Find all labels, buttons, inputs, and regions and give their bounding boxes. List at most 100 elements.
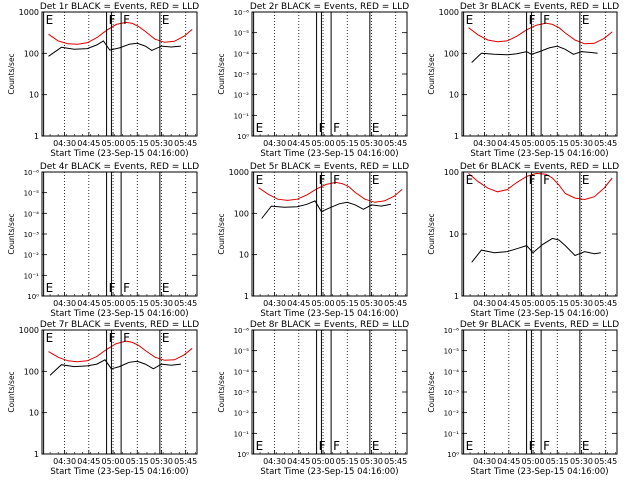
x-tick-label: 05:15 [546,139,569,148]
x-tick-label: 05:00 [312,299,335,308]
chart-title: Det 3r BLACK = Events, RED = LLD [460,2,619,12]
y-tick-label: 1000 [19,8,39,17]
series-line-lld [468,22,613,45]
x-tick-label: 05:30 [570,457,593,466]
y-tick-label: 100 [234,209,249,218]
x-tick-label: 05:15 [126,139,149,148]
y-tick-label: 10⁻³ [234,71,250,79]
x-axis-label: Start Time (23-Sep-15 04:16:00) [260,309,398,319]
chart-panel-8: Det 8r BLACK = Events, RED = LLD 04:30 04:… [217,320,409,477]
y-tick-label: 10⁻⁴ [234,368,250,376]
marker-label: E [582,439,590,453]
x-tick-label: 05:30 [360,139,383,148]
y-tick-label: 10⁻⁶ [444,327,460,335]
marker-label: E [372,121,380,135]
chart-title: Det 5r BLACK = Events, RED = LLD [250,162,409,172]
chart-title: Det 4r BLACK = Events, RED = LLD [40,162,199,172]
y-tick-label: 10⁻³ [234,389,250,397]
marker-label: E [162,13,170,27]
series-line-events [471,45,598,63]
y-tick-label: 10⁻¹ [234,112,250,120]
x-tick-label: 04:45 [287,139,310,148]
x-tick-label: 05:15 [126,299,149,308]
marker-label: E [46,13,54,27]
x-tick-label: 05:45 [594,139,617,148]
x-tick-label: 04:45 [77,139,100,148]
y-axis-label: Counts/sec [217,371,226,412]
y-tick-label: 100 [24,49,39,58]
x-tick-label: 05:15 [546,299,569,308]
marker-label: F [529,173,536,187]
x-axis-label: Start Time (23-Sep-15 04:16:00) [470,309,608,319]
marker-label: E [46,281,54,295]
y-tick-label: 10 [449,91,459,100]
x-tick-label: 04:30 [473,457,496,466]
chart-panel-5: Det 5r BLACK = Events, RED = LLD 04:30 04:… [217,162,409,319]
y-axis-label: Counts/sec [217,213,226,254]
chart-panel-2: Det 2r BLACK = Events, RED = LLD 04:30 04:… [217,2,409,159]
plot-frame [41,329,198,455]
chart-title: Det 2r BLACK = Events, RED = LLD [250,2,409,12]
y-tick-label: 1 [34,132,39,141]
x-tick-label: 04:30 [473,139,496,148]
marker-label: F [123,331,130,345]
marker-label: F [543,173,550,187]
marker-label: E [46,331,54,345]
x-tick-label: 04:45 [77,457,100,466]
x-tick-label: 04:30 [53,139,76,148]
x-tick-label: 04:45 [77,299,100,308]
series-line-lld [48,21,193,45]
y-tick-label: 10⁻⁵ [234,348,250,356]
x-axis-label: Start Time (23-Sep-15 04:16:00) [50,309,188,319]
x-tick-label: 05:45 [384,457,407,466]
series-line-events [49,359,181,376]
x-tick-label: 05:15 [336,299,359,308]
x-tick-label: 05:00 [522,299,545,308]
x-axis-label: Start Time (23-Sep-15 04:16:00) [470,149,608,159]
x-tick-label: 04:45 [497,457,520,466]
plot-frame [461,11,618,137]
marker-label: F [123,281,130,295]
marker-label: E [372,173,380,187]
y-tick-label: 10⁻¹ [24,272,40,280]
y-axis-label: Counts/sec [7,213,16,254]
y-tick-label: 1 [454,132,459,141]
series-line-events [48,40,181,57]
y-tick-label: 10⁻⁵ [24,190,40,198]
x-tick-label: 04:45 [497,139,520,148]
chart-title: Det 9r BLACK = Events, RED = LLD [460,320,619,330]
x-axis-label: Start Time (23-Sep-15 04:16:00) [470,467,608,477]
y-tick-label: 100 [444,49,459,58]
y-tick-label: 10⁻² [234,92,250,100]
marker-label: E [162,281,170,295]
y-tick-label: 10⁻² [24,252,40,260]
x-tick-label: 05:30 [570,299,593,308]
x-tick-label: 04:30 [53,457,76,466]
y-tick-label: 10 [29,91,39,100]
marker-label: F [319,439,326,453]
marker-label: F [543,439,550,453]
x-axis-label: Start Time (23-Sep-15 04:16:00) [260,149,398,159]
x-axis-label: Start Time (23-Sep-15 04:16:00) [50,149,188,159]
marker-label: F [333,439,340,453]
series-line-events [471,237,601,263]
plot-frame [41,11,198,137]
x-tick-label: 04:30 [263,139,286,148]
x-tick-label: 05:45 [594,457,617,466]
chart-panel-9: Det 9r BLACK = Events, RED = LLD 04:30 04:… [427,320,619,477]
marker-label: E [256,439,264,453]
x-tick-label: 04:45 [287,457,310,466]
marker-label: E [466,173,474,187]
marker-label: F [109,13,116,27]
y-tick-label: 10⁰ [447,451,459,459]
y-tick-label: 10⁻³ [24,231,40,239]
x-tick-label: 05:00 [522,457,545,466]
y-tick-label: 10⁻¹ [444,430,460,438]
chart-title: Det 1r BLACK = Events, RED = LLD [40,2,199,12]
x-tick-label: 05:45 [174,139,197,148]
x-tick-label: 05:00 [102,299,125,308]
y-tick-label: 10⁻⁵ [234,30,250,38]
marker-label: E [466,13,474,27]
series-line-lld [258,181,403,203]
x-tick-label: 05:30 [150,457,173,466]
